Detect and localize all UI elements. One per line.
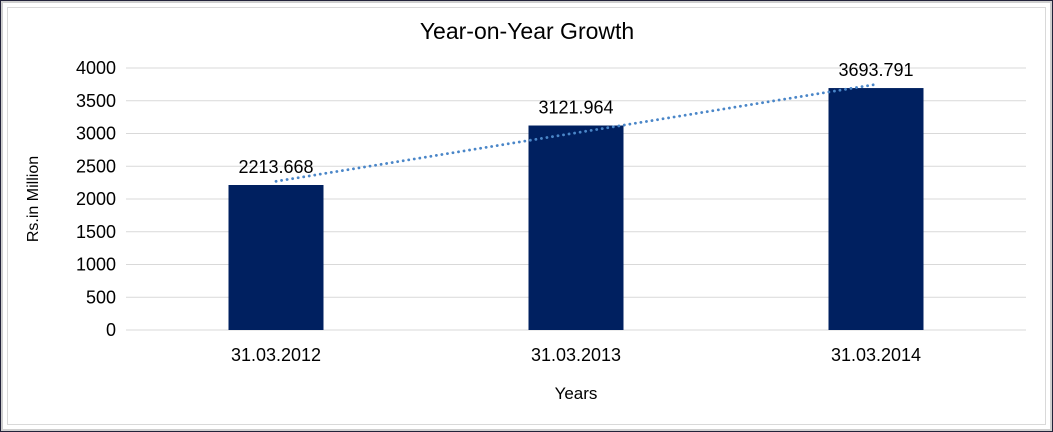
chart-title: Year-on-Year Growth — [420, 18, 634, 44]
y-tick-label: 0 — [106, 320, 116, 340]
y-tick-label: 2000 — [76, 189, 116, 209]
y-tick-label: 2500 — [76, 156, 116, 176]
y-tick-label: 500 — [86, 287, 116, 307]
x-axis-title: Years — [555, 384, 598, 403]
y-tick-label: 3500 — [76, 91, 116, 111]
trendline-dotted-line — [274, 82, 878, 183]
x-tick-label: 31.03.2013 — [531, 345, 621, 365]
x-tick-label: 31.03.2014 — [831, 345, 921, 365]
bar — [828, 88, 924, 330]
y-tick-label: 4000 — [76, 58, 116, 78]
y-tick-label: 3000 — [76, 124, 116, 144]
bar-data-labels: 2213.668 3121.964 3693.791 — [238, 60, 913, 177]
y-tick-label: 1000 — [76, 255, 116, 275]
data-label: 2213.668 — [238, 157, 313, 177]
y-tick-label: 1500 — [76, 222, 116, 242]
data-label: 3693.791 — [838, 60, 913, 80]
trendline — [274, 82, 878, 183]
y-axis-tick-labels: 0 500 1000 1500 2000 2500 3000 3500 4000 — [76, 58, 116, 340]
bar — [228, 185, 324, 330]
bar — [528, 125, 624, 331]
y-axis-title: Rs.in Million — [25, 156, 42, 242]
x-tick-label: 31.03.2012 — [231, 345, 321, 365]
x-axis-tick-labels: 31.03.2012 31.03.2013 31.03.2014 — [231, 345, 921, 365]
bars — [228, 88, 924, 331]
data-label: 3121.964 — [538, 98, 613, 118]
